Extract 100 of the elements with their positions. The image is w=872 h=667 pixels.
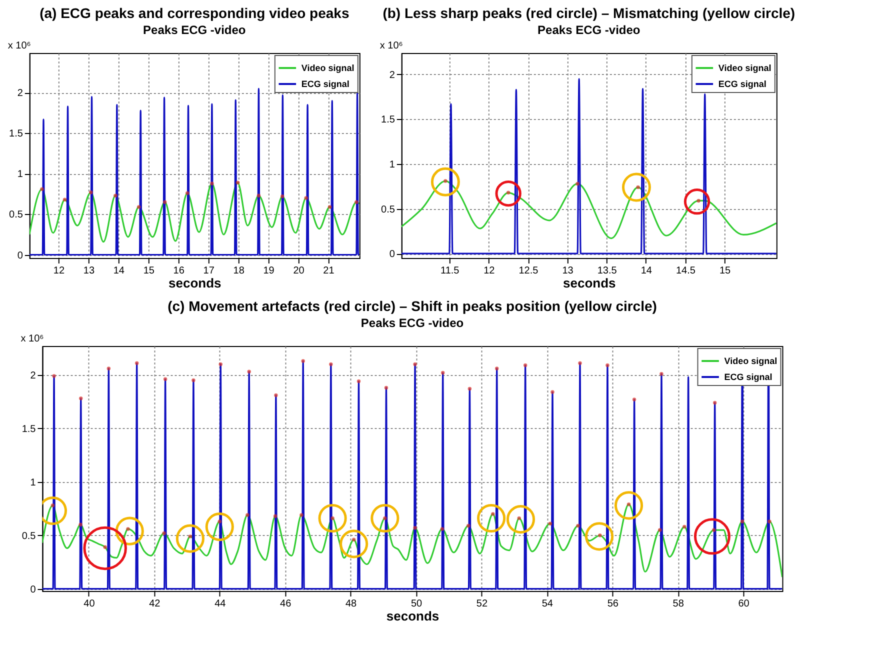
point	[50, 504, 55, 508]
point	[300, 513, 304, 517]
point	[413, 362, 417, 366]
point	[218, 520, 222, 524]
point	[506, 190, 510, 195]
point	[352, 538, 356, 542]
point	[136, 205, 141, 209]
point	[188, 534, 192, 538]
chart-title: (b) Less sharp peaks (red circle) – Mismatching (yellow circle)	[382, 5, 796, 21]
y-tick-label: 1.5	[22, 424, 36, 435]
x-tick-label: 17	[203, 266, 215, 276]
point	[550, 390, 554, 394]
y-tick-label: 2	[30, 370, 36, 382]
point	[440, 370, 445, 375]
y-tick-label: 1	[30, 477, 36, 488]
point	[658, 528, 662, 532]
point	[192, 378, 196, 382]
legend-label: Video signal	[301, 63, 354, 73]
y-tick-label: 1.5	[9, 128, 24, 140]
point	[517, 516, 521, 520]
point	[660, 372, 664, 376]
y-tick-label: 1	[389, 160, 396, 171]
point	[598, 534, 602, 538]
y-tick-label: 2	[389, 70, 396, 81]
legend-label: ECG signal	[724, 372, 772, 382]
x-tick-label: 11.5	[440, 266, 460, 276]
x-tick-label: 60	[738, 598, 750, 610]
point	[768, 520, 772, 524]
point	[494, 366, 499, 370]
point	[329, 362, 333, 366]
x-tick-label: 12	[484, 266, 496, 276]
x-axis-title: seconds	[386, 608, 440, 624]
point	[740, 520, 744, 524]
legend-label: ECG signal	[301, 79, 350, 89]
point	[126, 527, 130, 531]
x-tick-label: 21	[323, 266, 335, 276]
point	[696, 198, 700, 203]
x-tick-label: 58	[672, 598, 684, 610]
point	[682, 524, 686, 529]
point	[468, 386, 472, 391]
x-axis-title: seconds	[563, 276, 616, 290]
point	[578, 361, 582, 365]
chart-subtitle: Peaks ECG -video	[360, 316, 464, 330]
point	[606, 363, 610, 368]
x-tick-label: 18	[233, 266, 245, 276]
y-tick-label: 0.5	[381, 204, 396, 216]
point	[576, 182, 580, 186]
chart-subtitle: Peaks ECG -video	[538, 23, 640, 37]
point	[280, 194, 284, 198]
x-tick-label: 16	[173, 266, 185, 276]
legend-label: Video signal	[718, 63, 772, 73]
y-axis-title: x 10⁶	[380, 40, 403, 52]
point	[134, 361, 139, 365]
y-axis-title: x 10⁶	[20, 334, 44, 344]
x-tick-label: 13	[562, 266, 574, 276]
y-tick-label: 0	[30, 584, 36, 596]
point	[52, 374, 56, 378]
x-tick-label: 13.5	[597, 266, 618, 276]
point	[384, 386, 388, 390]
line-series	[401, 78, 776, 254]
point	[256, 194, 261, 198]
point	[163, 377, 168, 382]
x-tick-label: 42	[149, 598, 161, 610]
point	[163, 200, 167, 204]
x-tick-label: 56	[607, 598, 619, 610]
point	[236, 180, 240, 185]
point	[383, 516, 387, 520]
y-tick-label: 0	[389, 249, 396, 260]
point	[712, 528, 716, 532]
line-series	[29, 88, 360, 256]
y-tick-label: 2	[17, 88, 24, 100]
point	[440, 527, 444, 531]
point	[626, 502, 631, 506]
point	[632, 398, 636, 402]
point	[444, 179, 448, 183]
x-tick-label: 20	[293, 266, 305, 276]
x-tick-label: 14	[640, 266, 652, 276]
y-tick-label: 0.5	[9, 210, 24, 221]
point	[356, 379, 361, 384]
x-tick-label: 54	[542, 598, 554, 610]
y-tick-label: 1.5	[381, 114, 396, 126]
legend-label: Video signal	[724, 356, 778, 366]
point	[162, 531, 166, 536]
x-tick-label: 14.5	[676, 266, 696, 276]
x-tick-label: 19	[263, 266, 275, 276]
point	[413, 526, 417, 530]
line-series	[401, 180, 776, 240]
x-tick-label: 50	[410, 598, 423, 610]
legend-label: ECG signal	[718, 79, 766, 89]
point	[106, 366, 111, 370]
x-tick-label: 40	[84, 598, 96, 610]
point	[103, 545, 107, 550]
point	[636, 185, 640, 190]
point	[210, 182, 214, 186]
x-tick-label: 46	[280, 598, 292, 610]
point	[40, 187, 44, 191]
x-tick-label: 12.5	[518, 266, 539, 276]
point	[576, 524, 580, 528]
x-tick-label: 52	[476, 598, 488, 610]
y-tick-label: 0	[17, 250, 24, 262]
